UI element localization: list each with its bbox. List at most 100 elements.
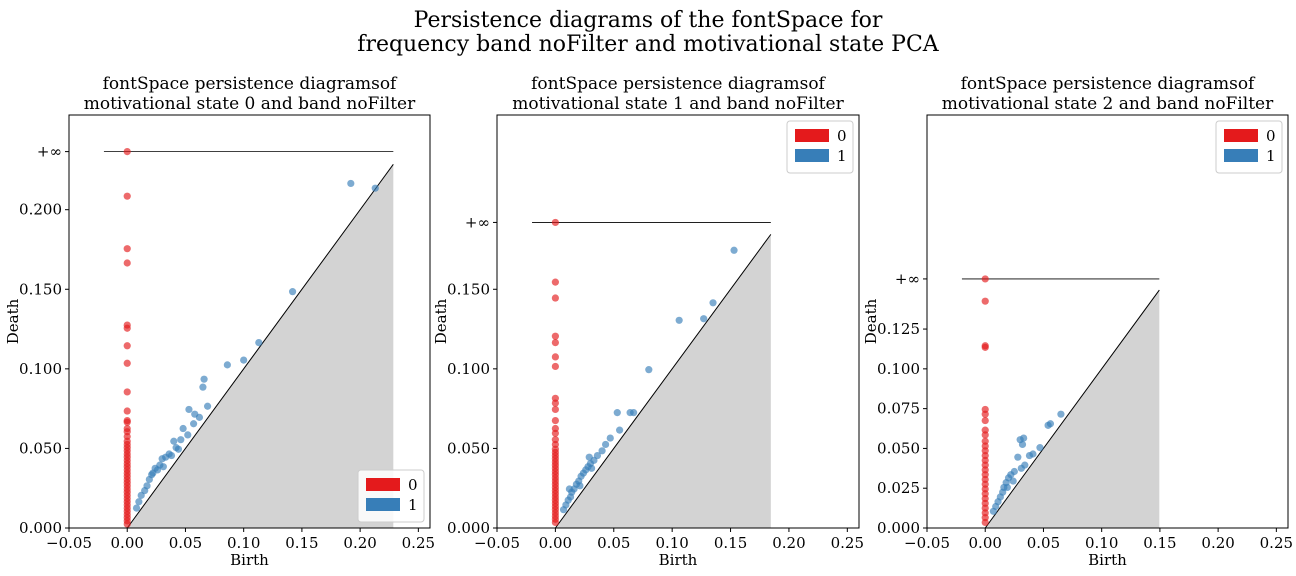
x-tick-label: 0.10	[655, 534, 688, 552]
x-tick-label: 0.10	[1085, 534, 1118, 552]
subplot-title-line1: fontSpace persistence diagramsof	[961, 74, 1256, 94]
point-dim0-6	[551, 362, 559, 371]
point-dim1-14	[184, 431, 192, 439]
point-dim1-9	[606, 434, 614, 442]
legend-swatch-0	[1224, 129, 1258, 142]
y-axis-label: Death	[862, 298, 880, 344]
point-dim1-34	[174, 445, 183, 453]
y-tick-label: 0.100	[19, 360, 62, 378]
point-dim0-0	[551, 218, 559, 227]
point-dim0-2	[551, 294, 559, 302]
point-dim1-5	[240, 356, 248, 364]
legend-label-1: 1	[408, 496, 418, 514]
point-dim0-11	[123, 418, 131, 426]
diagram-panel-0: −0.05 0.00 0.05 0.10 0.15 0.20 0.25 0.000 0.050 0…	[4, 74, 435, 569]
x-tick-label: 0.00	[111, 534, 144, 552]
legend-label-0: 0	[1266, 127, 1276, 145]
point-dim0-6	[981, 416, 989, 425]
point-dim0-8	[551, 399, 559, 407]
y-tick-label: 0.050	[447, 439, 490, 457]
point-dim1-13	[179, 424, 187, 433]
point-dim1-9	[1014, 453, 1022, 461]
point-dim0-4	[551, 338, 559, 347]
point-dim1-23	[1009, 477, 1017, 485]
point-dim1-8	[616, 426, 624, 434]
point-dim0-2	[123, 245, 131, 253]
subplot-title-line2: motivational state 2 and band noFilter	[942, 94, 1274, 114]
infinity-tick-label: +∞	[37, 143, 62, 161]
subplot-title-line2: motivational state 0 and band noFilter	[84, 94, 416, 114]
point-dim0-3	[981, 343, 989, 351]
diagram-panel-1: −0.05 0.00 0.05 0.10 0.15 0.20 0.25 0.000 0.050 0…	[432, 74, 864, 569]
x-tick-label: 0.15	[285, 534, 318, 552]
point-dim1-7	[613, 409, 621, 417]
point-dim1-26	[145, 475, 153, 484]
legend: 01	[786, 120, 854, 174]
point-dim1-21	[989, 507, 997, 515]
plot-frame	[496, 114, 860, 529]
point-dim1-6	[630, 409, 638, 417]
x-tick-label: 0.00	[969, 534, 1002, 552]
plot-frame	[68, 114, 431, 529]
point-dim0-9	[123, 407, 131, 415]
x-axis-label: Birth	[659, 551, 698, 569]
legend-label-1: 1	[1266, 147, 1276, 165]
legend: 01	[1215, 120, 1283, 174]
y-axis-label: Death	[4, 298, 22, 344]
subplot-title-line1: fontSpace persistence diagramsof	[531, 74, 826, 94]
point-dim1-1	[709, 299, 717, 307]
point-dim1-15	[177, 436, 185, 444]
diagonal-line	[984, 289, 1160, 529]
point-dim1-4	[223, 361, 231, 369]
point-dim1-2	[288, 288, 297, 296]
point-dim1-32	[159, 463, 167, 471]
plot-frame	[926, 114, 1289, 529]
x-tick-label: 0.05	[1027, 534, 1060, 552]
subplot-title-line1: fontSpace persistence diagramsof	[103, 74, 398, 94]
point-dim0-0	[123, 148, 131, 156]
point-dim1-4	[645, 366, 653, 374]
point-dim1-20	[158, 455, 166, 463]
x-tick-label: 0.25	[402, 534, 435, 552]
figure-title-line2: frequency band noFilter and motivational…	[357, 32, 939, 57]
point-dim0-1	[981, 297, 989, 305]
point-dim1-16	[170, 437, 178, 445]
x-tick-label: −0.05	[904, 534, 950, 552]
point-dim1-11	[195, 413, 204, 421]
infinity-tick-label: +∞	[895, 270, 920, 288]
y-tick-label: 0.050	[19, 439, 62, 457]
point-dim1-10	[602, 440, 610, 449]
x-tick-label: 0.00	[539, 534, 572, 552]
point-dim0-8	[123, 388, 131, 396]
point-dim1-0	[730, 246, 738, 254]
subplot-title-line2: motivational state 1 and band noFilter	[512, 94, 844, 114]
point-dim1-0	[347, 179, 355, 188]
point-dim1-8	[1018, 440, 1027, 449]
point-dim1-11	[598, 447, 606, 455]
point-dim1-2	[1044, 421, 1052, 429]
legend-swatch-0	[795, 129, 829, 142]
point-dim0-5	[551, 353, 559, 361]
x-tick-label: 0.10	[227, 534, 260, 552]
point-dim1-5	[1025, 451, 1034, 460]
x-tick-label: 0.15	[714, 534, 747, 552]
point-dim0-12	[551, 429, 559, 437]
x-tick-label: 0.25	[831, 534, 864, 552]
point-dim0-1	[123, 192, 131, 200]
x-tick-label: 0.25	[1260, 534, 1293, 552]
y-tick-label: 0.150	[447, 280, 490, 298]
y-tick-label: 0.125	[877, 320, 920, 338]
point-dim1-7	[199, 383, 207, 391]
diagonal-line	[126, 164, 394, 529]
point-dim0-6	[123, 342, 131, 350]
point-dim0-3	[551, 332, 559, 340]
infinity-tick-label: +∞	[465, 213, 490, 231]
point-dim1-12	[190, 420, 198, 428]
x-tick-label: 0.20	[772, 534, 805, 552]
legend-swatch-1	[795, 149, 829, 162]
y-tick-label: 0.200	[19, 201, 62, 219]
x-tick-label: 0.15	[1143, 534, 1176, 552]
point-dim1-3	[255, 338, 263, 347]
point-dim0-8	[981, 431, 989, 439]
